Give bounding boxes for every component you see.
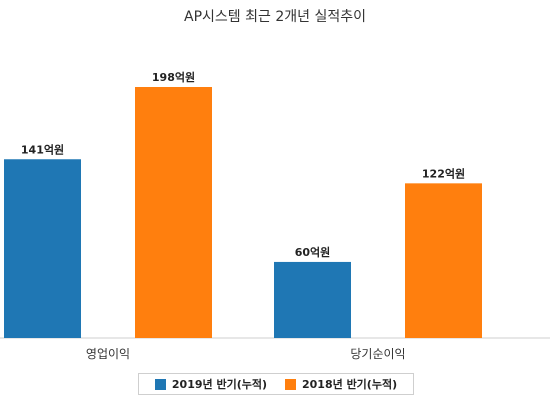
chart-title: AP시스템 최근 2개년 실적추이 [184,9,366,25]
legend-swatch-2018 [285,378,296,390]
data-label-2018-0: 198억원 [152,70,195,84]
x-tick-label-0: 영업이익 [86,347,130,361]
bar-2018-0[interactable] [135,87,212,338]
bar-2019-1[interactable] [274,261,351,338]
bar-2019-0[interactable] [4,159,81,338]
data-label-2018-1: 122억원 [422,166,465,180]
legend-item-2018[interactable]: 2018년 반기(누적) [285,376,397,392]
legend-item-2019[interactable]: 2019년 반기(누적) [154,376,267,392]
data-label-2019-0: 141억원 [21,142,64,156]
legend-label-2019: 2019년 반기(누적) [171,378,267,391]
legend-label-2018: 2018년 반기(누적) [302,378,398,391]
chart-legend: 2019년 반기(누적) 2018년 반기(누적) [138,373,414,395]
data-label-2019-1: 60억원 [295,245,331,259]
legend-swatch-2019 [154,378,166,390]
x-tick-label-1: 당기순이익 [350,347,405,361]
bar-2018-1[interactable] [405,183,482,338]
